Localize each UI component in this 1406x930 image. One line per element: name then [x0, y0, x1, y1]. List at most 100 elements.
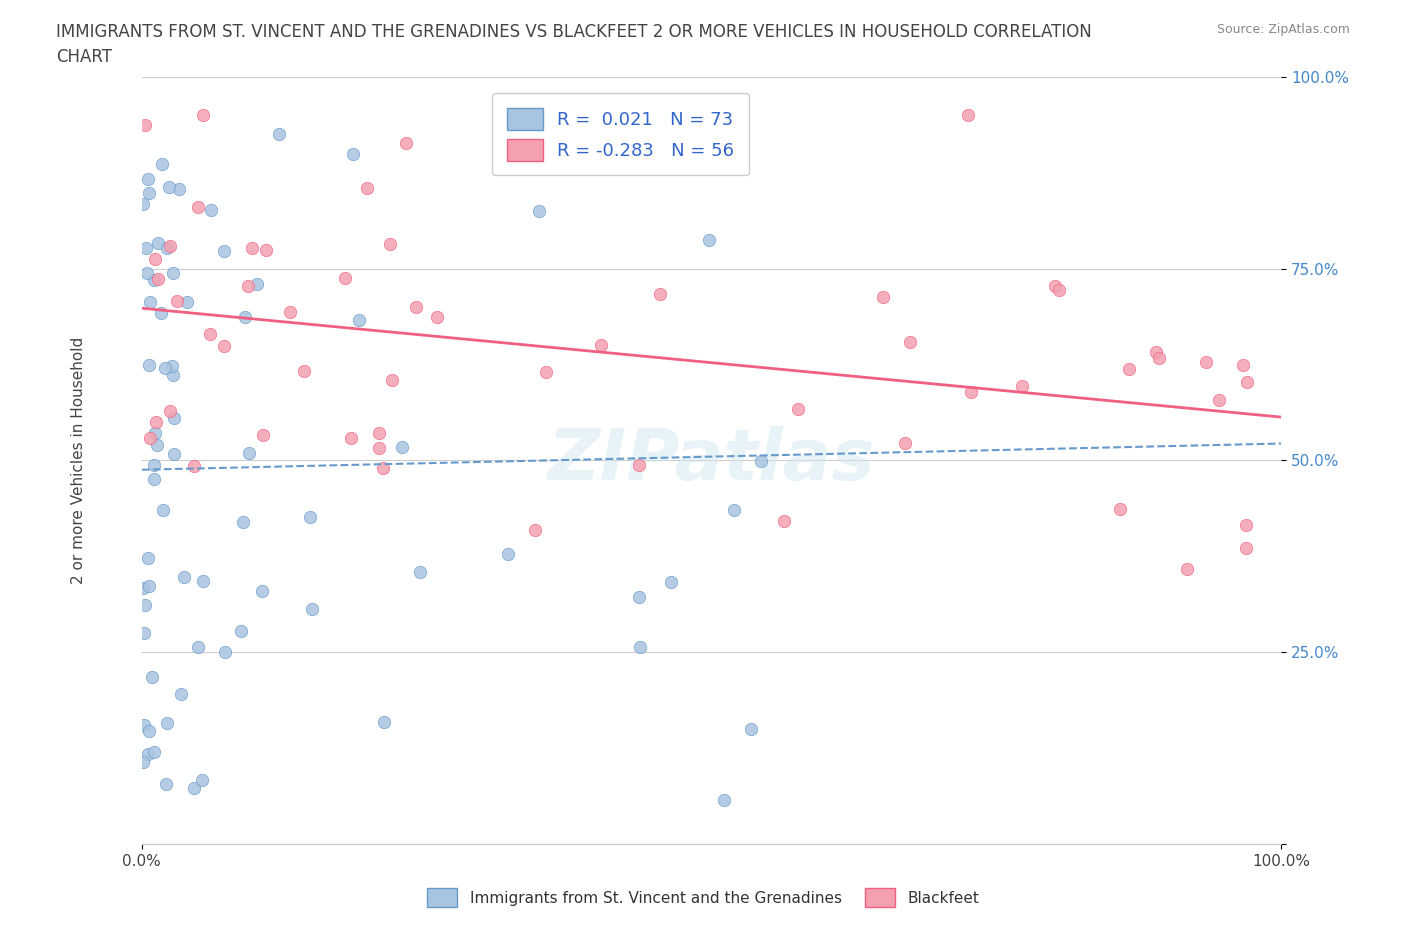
- Point: [200, 202, 222, 217]
- Point: [231, 624, 253, 639]
- Point: [1047, 283, 1070, 298]
- Point: [872, 289, 894, 304]
- Text: ZIPatlas: ZIPatlas: [548, 426, 875, 495]
- Point: [740, 721, 762, 736]
- Point: [214, 644, 236, 659]
- Point: [134, 117, 156, 132]
- Point: [529, 204, 551, 219]
- Point: [1118, 362, 1140, 377]
- Point: [183, 458, 205, 473]
- Point: [143, 745, 166, 760]
- Point: [136, 171, 159, 186]
- Point: [166, 293, 188, 308]
- Point: [173, 569, 195, 584]
- Point: [894, 435, 917, 450]
- Point: [132, 581, 155, 596]
- Point: [143, 426, 166, 441]
- Point: [238, 278, 260, 293]
- Point: [340, 430, 363, 445]
- Point: [162, 359, 184, 374]
- Point: [157, 179, 180, 194]
- Point: [138, 186, 160, 201]
- Point: [138, 358, 160, 373]
- Point: [347, 312, 370, 327]
- Point: [368, 441, 391, 456]
- Text: CHART: CHART: [56, 48, 112, 66]
- Point: [134, 598, 156, 613]
- Point: [628, 640, 651, 655]
- Point: [1043, 279, 1066, 294]
- Point: [163, 410, 186, 425]
- Point: [191, 574, 214, 589]
- Point: [333, 271, 356, 286]
- Text: IMMIGRANTS FROM ST. VINCENT AND THE GRENADINES VS BLACKFEET 2 OR MORE VEHICLES I: IMMIGRANTS FROM ST. VINCENT AND THE GREN…: [56, 23, 1092, 41]
- Point: [381, 373, 404, 388]
- Point: [524, 523, 547, 538]
- Point: [143, 472, 166, 487]
- Point: [536, 365, 558, 379]
- Point: [193, 108, 215, 123]
- Point: [150, 156, 173, 171]
- Point: [170, 686, 193, 701]
- Point: [648, 286, 671, 301]
- Point: [773, 513, 796, 528]
- Point: [132, 626, 155, 641]
- Point: [496, 547, 519, 562]
- Point: [1195, 354, 1218, 369]
- Point: [267, 127, 290, 142]
- Point: [187, 640, 209, 655]
- Legend: Immigrants from St. Vincent and the Grenadines, Blackfeet: Immigrants from St. Vincent and the Gren…: [420, 883, 986, 913]
- Point: [162, 367, 184, 382]
- Point: [391, 440, 413, 455]
- Point: [659, 574, 682, 589]
- Point: [1177, 562, 1199, 577]
- Point: [238, 445, 260, 460]
- Point: [627, 458, 650, 472]
- Point: [146, 272, 169, 286]
- Point: [191, 773, 214, 788]
- Point: [256, 243, 278, 258]
- Point: [957, 108, 980, 123]
- Point: [405, 299, 427, 314]
- Point: [591, 338, 613, 352]
- Point: [292, 364, 315, 379]
- Point: [163, 447, 186, 462]
- Point: [380, 237, 402, 252]
- Point: [145, 415, 167, 430]
- Legend: R =  0.021   N = 73, R = -0.283   N = 56: R = 0.021 N = 73, R = -0.283 N = 56: [492, 94, 748, 176]
- Point: [232, 514, 254, 529]
- Point: [278, 304, 301, 319]
- Point: [162, 266, 184, 281]
- Point: [159, 404, 181, 418]
- Point: [356, 181, 378, 196]
- Point: [212, 243, 235, 258]
- Point: [749, 454, 772, 469]
- Point: [627, 590, 650, 604]
- Point: [395, 136, 418, 151]
- Point: [644, 133, 666, 148]
- Point: [723, 502, 745, 517]
- Point: [159, 238, 181, 253]
- Point: [371, 461, 394, 476]
- Point: [233, 310, 256, 325]
- Point: [1109, 501, 1132, 516]
- Point: [252, 428, 274, 443]
- Point: [200, 327, 222, 342]
- Point: [136, 551, 159, 565]
- Point: [373, 715, 395, 730]
- Point: [183, 780, 205, 795]
- Point: [141, 670, 163, 684]
- Point: [176, 295, 198, 310]
- Point: [146, 235, 169, 250]
- Point: [900, 334, 922, 349]
- Point: [426, 310, 449, 325]
- Point: [187, 200, 209, 215]
- Point: [299, 510, 322, 525]
- Text: Source: ZipAtlas.com: Source: ZipAtlas.com: [1216, 23, 1350, 36]
- Point: [1234, 540, 1257, 555]
- Point: [713, 792, 735, 807]
- Point: [156, 715, 179, 730]
- Point: [1011, 379, 1033, 393]
- Point: [156, 241, 179, 256]
- Point: [214, 339, 236, 353]
